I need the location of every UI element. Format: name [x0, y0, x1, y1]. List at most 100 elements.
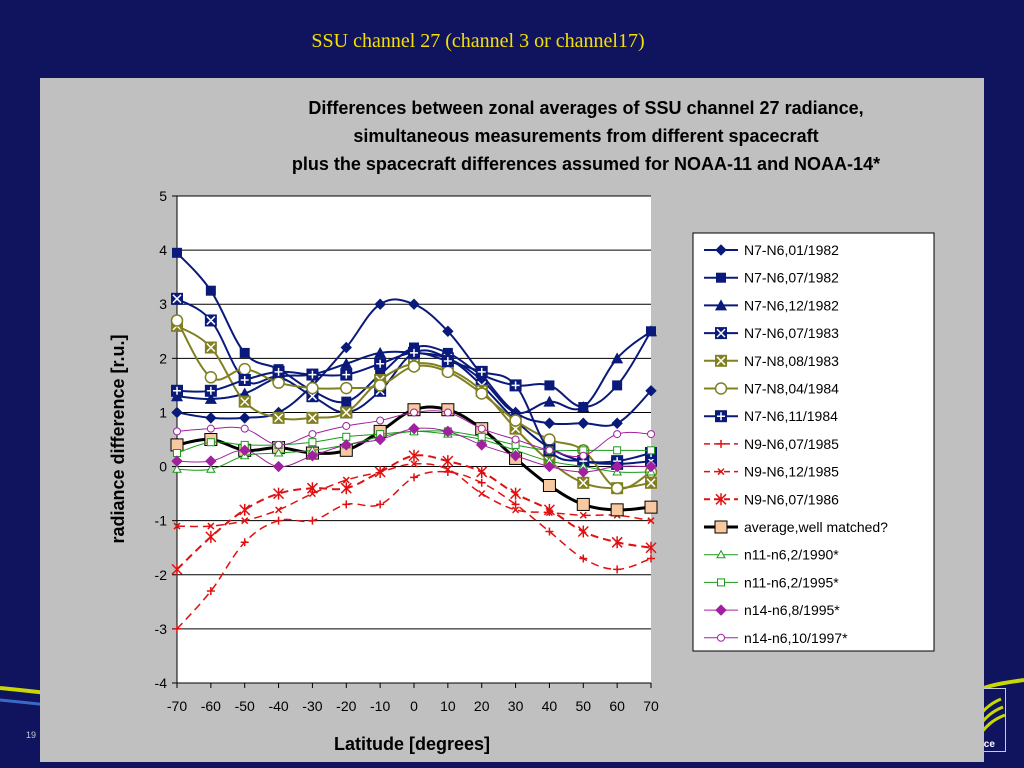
legend-label: N7-N6,07/1983 — [744, 325, 839, 341]
legend-marker — [715, 493, 727, 506]
data-point — [476, 465, 488, 478]
data-point — [408, 346, 420, 359]
data-point — [306, 411, 319, 424]
y-tick-label: 2 — [159, 350, 167, 366]
data-point — [613, 446, 622, 455]
chart-panel: Differences between zonal averages of SS… — [40, 78, 984, 762]
legend-item: n14-n6,10/1997* — [704, 630, 848, 646]
data-point — [238, 373, 251, 386]
data-point — [441, 355, 454, 368]
legend-marker — [717, 578, 725, 587]
legend-marker — [717, 468, 725, 476]
data-point — [172, 464, 182, 473]
data-point — [644, 500, 658, 514]
data-point — [238, 362, 251, 376]
legend-item: N7-N8,04/1984 — [704, 381, 839, 397]
chart-title-line-2: simultaneous measurements from different… — [353, 126, 818, 146]
data-point — [509, 414, 522, 427]
x-tick-label: -20 — [336, 698, 356, 714]
data-point — [477, 424, 486, 433]
logo-text: ice — [981, 739, 995, 750]
data-point — [171, 384, 183, 397]
data-point — [579, 554, 588, 563]
data-point — [206, 438, 215, 447]
data-point — [444, 465, 452, 473]
data-point — [373, 379, 387, 392]
data-point — [241, 517, 249, 525]
data-point — [577, 401, 590, 413]
data-point — [544, 380, 555, 391]
data-point — [340, 341, 352, 354]
data-point — [645, 325, 657, 337]
data-point — [342, 476, 350, 484]
data-point — [204, 341, 217, 354]
data-point — [239, 503, 251, 516]
x-tick-label: 20 — [474, 698, 490, 714]
x-tick-label: -10 — [370, 698, 390, 714]
legend-marker — [715, 604, 727, 616]
legend-item: N7-N6,07/1983 — [704, 325, 839, 341]
data-point — [340, 482, 352, 495]
data-point — [441, 365, 455, 379]
data-point — [206, 587, 215, 596]
legend-label: N9-N6,07/1986 — [744, 491, 839, 507]
data-point — [579, 451, 588, 460]
data-point — [647, 554, 655, 563]
legend-item: N7-N6,07/1982 — [704, 270, 839, 286]
series-5 — [170, 314, 658, 495]
legend-marker — [716, 549, 726, 559]
data-point — [173, 522, 181, 530]
data-point — [407, 360, 421, 373]
data-point — [207, 522, 215, 530]
legend-label: n11-n6,2/1995* — [744, 574, 839, 590]
data-point — [645, 541, 657, 554]
data-point — [545, 527, 554, 536]
data-point — [577, 417, 589, 429]
data-point — [645, 385, 657, 397]
data-point — [171, 563, 183, 576]
data-point — [204, 384, 217, 397]
legend-marker — [714, 382, 728, 395]
data-point — [272, 365, 285, 378]
data-point — [442, 455, 454, 468]
legend-label: N7-N6,12/1982 — [744, 297, 839, 313]
legend-marker — [715, 327, 727, 340]
data-point — [273, 448, 284, 457]
data-point — [611, 417, 623, 429]
x-tick-label: 60 — [609, 698, 625, 714]
series-14 — [173, 408, 655, 460]
data-point — [341, 396, 352, 407]
data-point — [170, 314, 184, 327]
legend-item: n11-n6,2/1990* — [704, 547, 839, 563]
data-point — [408, 422, 420, 435]
chart-title: Differences between zonal averages of SS… — [292, 98, 880, 174]
data-point — [611, 460, 623, 473]
legend-label: n11-n6,2/1990* — [744, 547, 839, 563]
data-point — [204, 314, 217, 327]
data-point — [645, 460, 657, 473]
legend-item: N9-N6,07/1985 — [704, 436, 839, 452]
legend-label: n14-n6,8/1995* — [744, 602, 840, 618]
legend-item: n14-n6,8/1995* — [704, 602, 840, 618]
data-point — [306, 368, 319, 381]
legend: N7-N6,01/1982 N7-N6,07/1982 N7-N6,12/1982 N… — [692, 232, 935, 652]
y-tick-label: 4 — [159, 242, 167, 258]
data-point — [611, 536, 623, 549]
data-point — [340, 381, 353, 395]
data-point — [647, 517, 655, 525]
data-point — [410, 460, 418, 468]
data-point — [306, 450, 319, 462]
data-point — [543, 460, 556, 473]
legend-marker — [715, 299, 727, 311]
x-axis: -70 -60 -50 -40 -30 -20 -10 0 10 20 30 40 50 60 70 — [167, 682, 659, 714]
legend-label: n14-n6,10/1997* — [744, 630, 848, 646]
data-point — [475, 365, 488, 378]
data-point — [171, 292, 183, 305]
data-point — [512, 506, 520, 514]
legend-label: N9-N6,12/1985 — [744, 464, 839, 480]
data-point — [610, 481, 624, 495]
data-point — [171, 406, 183, 419]
legend-box — [692, 232, 935, 652]
data-point — [613, 430, 622, 439]
data-point — [306, 381, 319, 395]
